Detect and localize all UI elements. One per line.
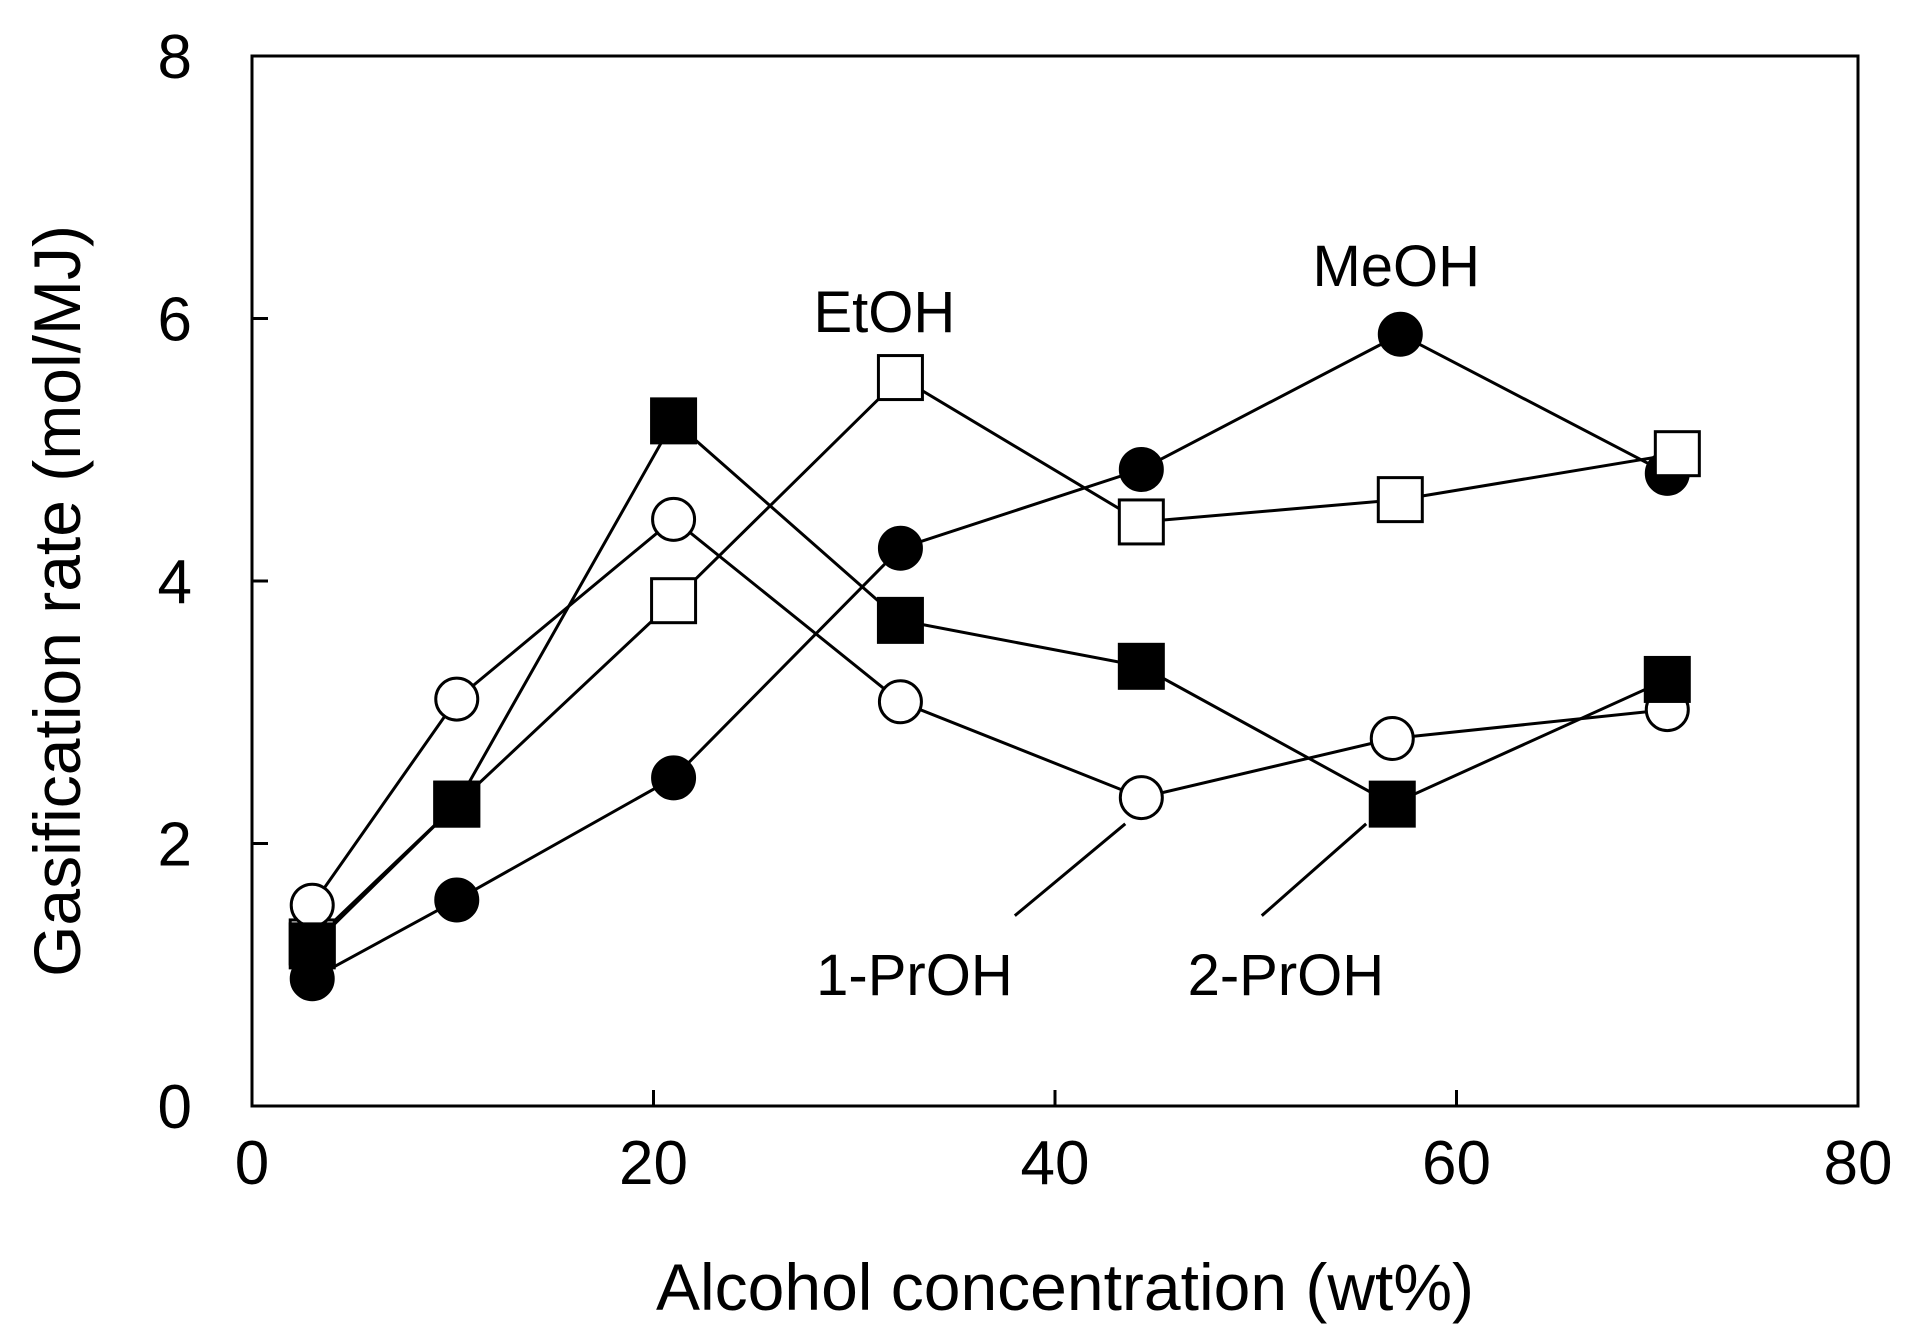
x-tick-label: 0 <box>235 1129 269 1198</box>
annotation-pointer-2-proh <box>1260 822 1368 917</box>
data-point-2-proh <box>650 397 698 445</box>
data-point-2-proh <box>288 922 336 970</box>
data-point-1-proh <box>434 676 480 722</box>
y-tick-label: 8 <box>158 23 192 92</box>
data-point-meoh <box>434 877 480 923</box>
x-tick-label: 40 <box>1021 1129 1090 1198</box>
axis-ticks <box>250 54 1860 1108</box>
data-point-etoh <box>876 354 924 402</box>
x-tick-label: 80 <box>1824 1129 1893 1198</box>
series-annotations: MeOH EtOH 1-PrOH 2-PrOH <box>813 234 1480 1008</box>
plot-frame <box>250 54 1860 1108</box>
annotation-meoh: MeOH <box>1312 234 1480 299</box>
y-axis-title: Gasification rate (mol/MJ) <box>20 225 94 977</box>
data-point-meoh <box>877 525 923 571</box>
series-line-1-proh <box>310 517 1668 907</box>
data-point-2-proh <box>876 596 924 644</box>
data-point-1-proh <box>877 679 923 725</box>
data-point-meoh <box>651 755 697 801</box>
y-tick-label: 0 <box>158 1073 192 1142</box>
data-point-etoh <box>1376 476 1424 524</box>
data-point-etoh <box>1653 430 1701 478</box>
annotation-etoh: EtOH <box>813 280 955 345</box>
series-line-etoh <box>311 375 1678 943</box>
data-point-meoh <box>1377 311 1423 357</box>
data-point-2-proh <box>1117 642 1165 690</box>
y-tick-label: 4 <box>158 548 192 617</box>
axis-tick-labels: 0 20 40 60 80 0 2 4 6 8 <box>158 23 1893 1198</box>
data-point-etoh <box>650 577 698 625</box>
series-markers <box>288 311 1701 1002</box>
annotation-1-proh: 1-PrOH <box>816 943 1013 1008</box>
data-point-1-proh <box>651 496 697 542</box>
data-point-etoh <box>1117 498 1165 546</box>
y-tick-label: 2 <box>158 811 192 880</box>
x-tick-label: 60 <box>1422 1129 1491 1198</box>
series-lines <box>310 332 1678 981</box>
annotation-pointer-1-proh <box>1013 822 1127 917</box>
data-point-2-proh <box>1368 780 1416 828</box>
data-point-2-proh <box>433 780 481 828</box>
data-point-1-proh <box>1118 775 1164 821</box>
data-point-1-proh <box>1369 716 1415 761</box>
data-point-meoh <box>1118 446 1164 492</box>
y-tick-label: 6 <box>158 286 192 355</box>
x-axis-title: Alcohol concentration (wt%) <box>656 1250 1474 1324</box>
annotation-2-proh: 2-PrOH <box>1188 943 1385 1008</box>
data-point-2-proh <box>1643 655 1691 703</box>
data-point-1-proh <box>289 882 335 928</box>
x-tick-label: 20 <box>619 1129 688 1198</box>
